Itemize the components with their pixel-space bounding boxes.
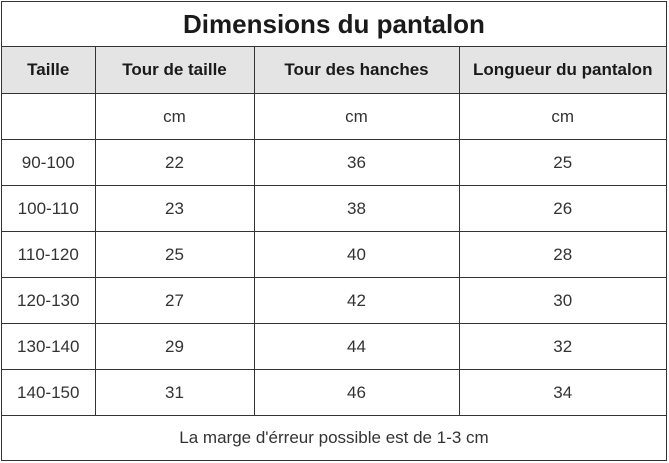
waist-cell: 23	[95, 185, 255, 232]
header-size: Taille	[2, 47, 96, 94]
length-cell: 34	[459, 369, 666, 416]
header-length: Longueur du pantalon	[459, 47, 666, 94]
unit-cell: cm	[459, 93, 666, 140]
footer-note: La marge d'érreur possible est de 1-3 cm	[179, 427, 489, 447]
chart-title: Dimensions du pantalon	[2, 2, 666, 47]
table-row: 120-130 27 42 30	[2, 277, 666, 324]
header-row: Taille Tour de taille Tour des hanches L…	[2, 47, 666, 94]
size-cell: 90-100	[2, 139, 96, 186]
length-cell: 32	[459, 323, 666, 370]
waist-cell: 25	[95, 231, 255, 278]
size-table: Taille Tour de taille Tour des hanches L…	[2, 47, 666, 416]
hips-cell: 46	[254, 369, 460, 416]
waist-cell: 22	[95, 139, 255, 186]
length-cell: 30	[459, 277, 666, 324]
table-row: 130-140 29 44 32	[2, 323, 666, 370]
hips-cell: 38	[254, 185, 460, 232]
length-cell: 26	[459, 185, 666, 232]
size-cell: 120-130	[2, 277, 96, 324]
unit-row: cm cm cm	[2, 93, 666, 140]
unit-cell: cm	[254, 93, 460, 140]
table-row: 100-110 23 38 26	[2, 185, 666, 232]
waist-cell: 31	[95, 369, 255, 416]
header-waist: Tour de taille	[95, 47, 255, 94]
table-row: 110-120 25 40 28	[2, 231, 666, 278]
size-cell: 130-140	[2, 323, 96, 370]
length-cell: 25	[459, 139, 666, 186]
hips-cell: 44	[254, 323, 460, 370]
unit-cell: cm	[95, 93, 255, 140]
table-row: 140-150 31 46 34	[2, 369, 666, 416]
waist-cell: 27	[95, 277, 255, 324]
size-cell: 110-120	[2, 231, 96, 278]
hips-cell: 36	[254, 139, 460, 186]
length-cell: 28	[459, 231, 666, 278]
hips-cell: 42	[254, 277, 460, 324]
unit-cell	[2, 93, 96, 140]
size-cell: 100-110	[2, 185, 96, 232]
size-cell: 140-150	[2, 369, 96, 416]
table-row: 90-100 22 36 25	[2, 139, 666, 186]
header-hips: Tour des hanches	[254, 47, 460, 94]
waist-cell: 29	[95, 323, 255, 370]
hips-cell: 40	[254, 231, 460, 278]
